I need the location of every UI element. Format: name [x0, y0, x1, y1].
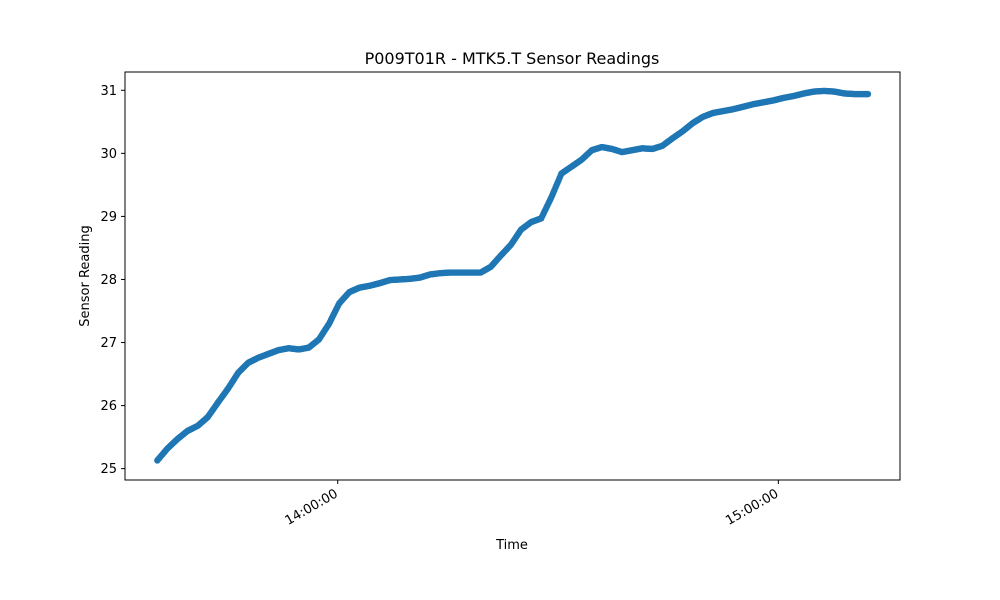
x-tick-label: 14:00:00	[283, 486, 341, 528]
chart-title: P009T01R - MTK5.T Sensor Readings	[365, 49, 660, 68]
plot-frame	[124, 71, 901, 481]
data-points	[154, 87, 872, 464]
x-axis-label: Time	[495, 538, 528, 553]
y-axis: 25 26 27 28 29 30 31	[100, 84, 125, 477]
y-tick-label: 26	[100, 399, 117, 414]
y-tick-label: 28	[100, 273, 117, 288]
y-tick-label: 29	[100, 210, 117, 225]
y-tick-label: 27	[100, 336, 117, 351]
x-tick-label: 15:00:00	[723, 486, 781, 528]
y-tick-label: 30	[100, 147, 117, 162]
y-tick-label: 31	[100, 84, 117, 99]
x-axis: 14:00:00 15:00:00	[283, 480, 781, 529]
y-axis-label: Sensor Reading	[78, 225, 93, 326]
data-point	[864, 90, 872, 98]
y-tick-label: 25	[100, 462, 117, 477]
